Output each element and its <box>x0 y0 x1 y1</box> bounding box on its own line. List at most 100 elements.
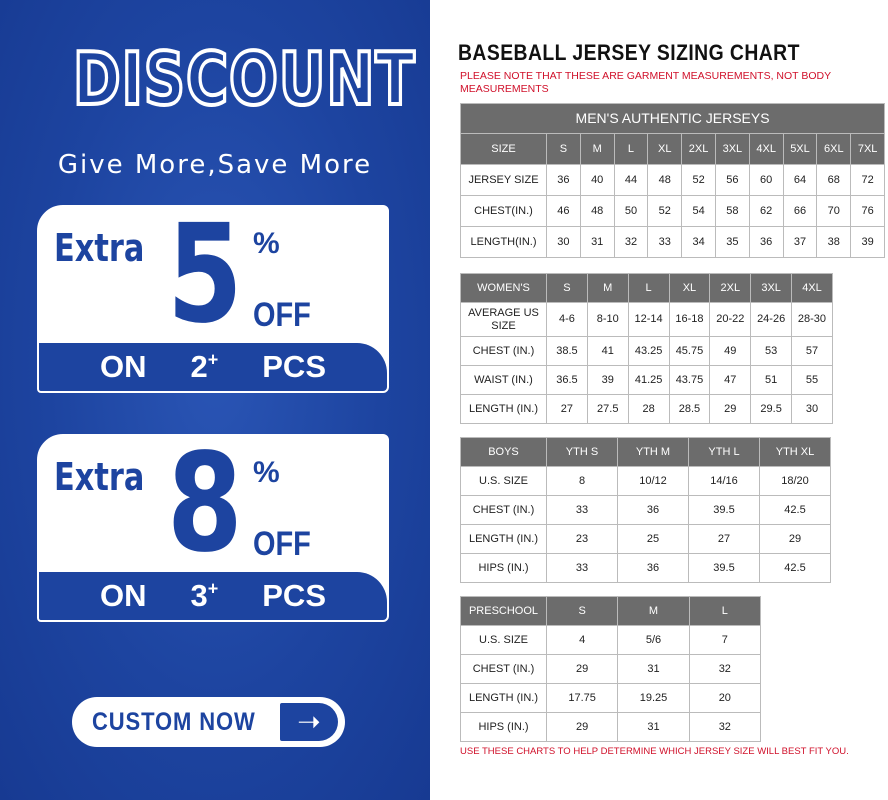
table-cell: 36 <box>617 553 689 583</box>
header-cell: YTH L <box>688 437 760 467</box>
table-cell: 55 <box>791 365 833 395</box>
header-cell: 7XL <box>850 133 886 165</box>
table-cell: 51 <box>750 365 793 395</box>
offer-band: ON 3+ PCS <box>39 572 387 620</box>
table-cell: 27.5 <box>586 394 629 424</box>
header-cell: L <box>627 273 670 303</box>
table-cell: 28-30 <box>791 302 833 337</box>
offer-extra: Extra <box>54 455 145 499</box>
table-cell: 76 <box>850 195 886 227</box>
table-cell: 8-10 <box>586 302 629 337</box>
table-cell: 37 <box>782 226 818 258</box>
header-cell: XL <box>668 273 711 303</box>
table-row: LENGTH (IN.) 23 25 27 29 <box>460 524 831 554</box>
row-label: CHEST (IN.) <box>460 336 547 366</box>
table-cell: 42.5 <box>759 495 831 525</box>
offer-percent: % <box>253 456 280 489</box>
promo-panel: DISCOUNT Give More,Save More Extra 5 % O… <box>0 0 430 800</box>
table-row: JERSEY SIZE 36 40 44 48 52 56 60 64 68 72 <box>460 164 886 196</box>
table-cell: 10/12 <box>617 466 689 496</box>
table-cell: 39.5 <box>688 495 760 525</box>
table-row: LENGTH(IN.) 30 31 32 33 34 35 36 37 38 39 <box>460 226 886 258</box>
header-cell: M <box>586 273 629 303</box>
header-cell: 2XL <box>709 273 752 303</box>
table-cell: 45.75 <box>668 336 711 366</box>
offer-qty: 3+ <box>190 578 218 614</box>
table-cell: 24-26 <box>750 302 793 337</box>
table-cell: 48 <box>579 195 615 227</box>
custom-now-button[interactable]: CUSTOM NOW ➝ <box>72 697 345 747</box>
chart-footer: USE THESE CHARTS TO HELP DETERMINE WHICH… <box>460 746 849 757</box>
table-cell: 62 <box>748 195 784 227</box>
offer-qty: 2+ <box>190 349 218 385</box>
header-cell: S <box>546 273 588 303</box>
table-cell: 43.25 <box>627 336 670 366</box>
table-row: U.S. SIZE 4 5/6 7 <box>460 625 761 655</box>
qty: 3 <box>190 578 208 613</box>
header-cell: BOYS <box>460 437 547 467</box>
table-cell: 50 <box>613 195 649 227</box>
promo-title: DISCOUNT <box>71 35 416 123</box>
header-cell: 6XL <box>816 133 852 165</box>
table-cell: 57 <box>791 336 833 366</box>
header-cell: L <box>688 596 761 626</box>
row-label: CHEST(IN.) <box>460 195 547 227</box>
table-cell: 36 <box>617 495 689 525</box>
arrow-right-icon: ➝ <box>280 703 338 741</box>
table-cell: 20-22 <box>709 302 752 337</box>
header-cell: 2XL <box>681 133 716 165</box>
table-cell: 38 <box>816 226 852 258</box>
table-cell: 47 <box>709 365 752 395</box>
table-cell: 52 <box>647 195 683 227</box>
table-cell: 33 <box>546 553 618 583</box>
table-cell: 70 <box>816 195 852 227</box>
table-cell: 29 <box>545 712 619 742</box>
custom-now-label: CUSTOM NOW <box>92 707 256 736</box>
mens-table: MEN'S AUTHENTIC JERSEYS SIZE S M L XL 2XL 3XL 4X… <box>459 103 886 258</box>
table-cell: 14/16 <box>688 466 760 496</box>
header-cell: L <box>613 133 649 165</box>
table-cell: 17.75 <box>545 683 619 713</box>
header-row: SIZE S M L XL 2XL 3XL 4XL 5XL 6XL 7XL <box>460 133 886 165</box>
offer-value: 5 <box>167 205 243 354</box>
header-cell: YTH XL <box>759 437 831 467</box>
preschool-table: PRESCHOOL S M L U.S. SIZE 4 5/6 7 CHEST (IN.) 29 3… <box>460 596 761 742</box>
table-cell: 28.5 <box>668 394 711 424</box>
header-row: WOMEN'S S M L XL 2XL 3XL 4XL <box>460 273 833 303</box>
table-cell: 33 <box>546 495 618 525</box>
table-cell: 39 <box>586 365 629 395</box>
header-cell: 3XL <box>714 133 750 165</box>
row-label: HIPS (IN.) <box>460 553 547 583</box>
table-caption: MEN'S AUTHENTIC JERSEYS <box>459 103 886 134</box>
plus: + <box>207 349 219 370</box>
chart-note: PLEASE NOTE THAT THESE ARE GARMENT MEASU… <box>460 70 831 95</box>
offer-pcs: PCS <box>262 349 326 384</box>
offer-card-5: Extra 5 % OFF ON 2+ PCS <box>37 205 389 393</box>
table-cell: 20 <box>688 683 761 713</box>
table-cell: 36 <box>748 226 784 258</box>
table-cell: 49 <box>709 336 752 366</box>
header-cell: S <box>546 133 581 165</box>
header-cell: 3XL <box>750 273 793 303</box>
table-row: CHEST (IN.) 33 36 39.5 42.5 <box>460 495 831 525</box>
row-label: AVERAGE US SIZE <box>460 302 547 337</box>
table-cell: 7 <box>688 625 761 655</box>
table-cell: 32 <box>613 226 649 258</box>
table-cell: 29 <box>545 654 619 684</box>
table-row: CHEST (IN.) 29 31 32 <box>460 654 761 684</box>
plus: + <box>207 578 219 599</box>
offer-percent: % <box>253 227 280 260</box>
row-label: CHEST (IN.) <box>460 495 547 525</box>
table-row: HIPS (IN.) 33 36 39.5 42.5 <box>460 553 831 583</box>
table-cell: 36.5 <box>546 365 588 395</box>
table-cell: 42.5 <box>759 553 831 583</box>
header-cell: 4XL <box>748 133 784 165</box>
offer-pcs: PCS <box>262 578 326 613</box>
table-cell: 27 <box>546 394 588 424</box>
table-cell: 52 <box>681 164 716 196</box>
table-row: LENGTH (IN.) 27 27.5 28 28.5 29 29.5 30 <box>460 394 833 424</box>
row-label: HIPS (IN.) <box>460 712 547 742</box>
table-cell: 29.5 <box>750 394 793 424</box>
table-cell: 41.25 <box>627 365 670 395</box>
header-cell: YTH M <box>617 437 689 467</box>
